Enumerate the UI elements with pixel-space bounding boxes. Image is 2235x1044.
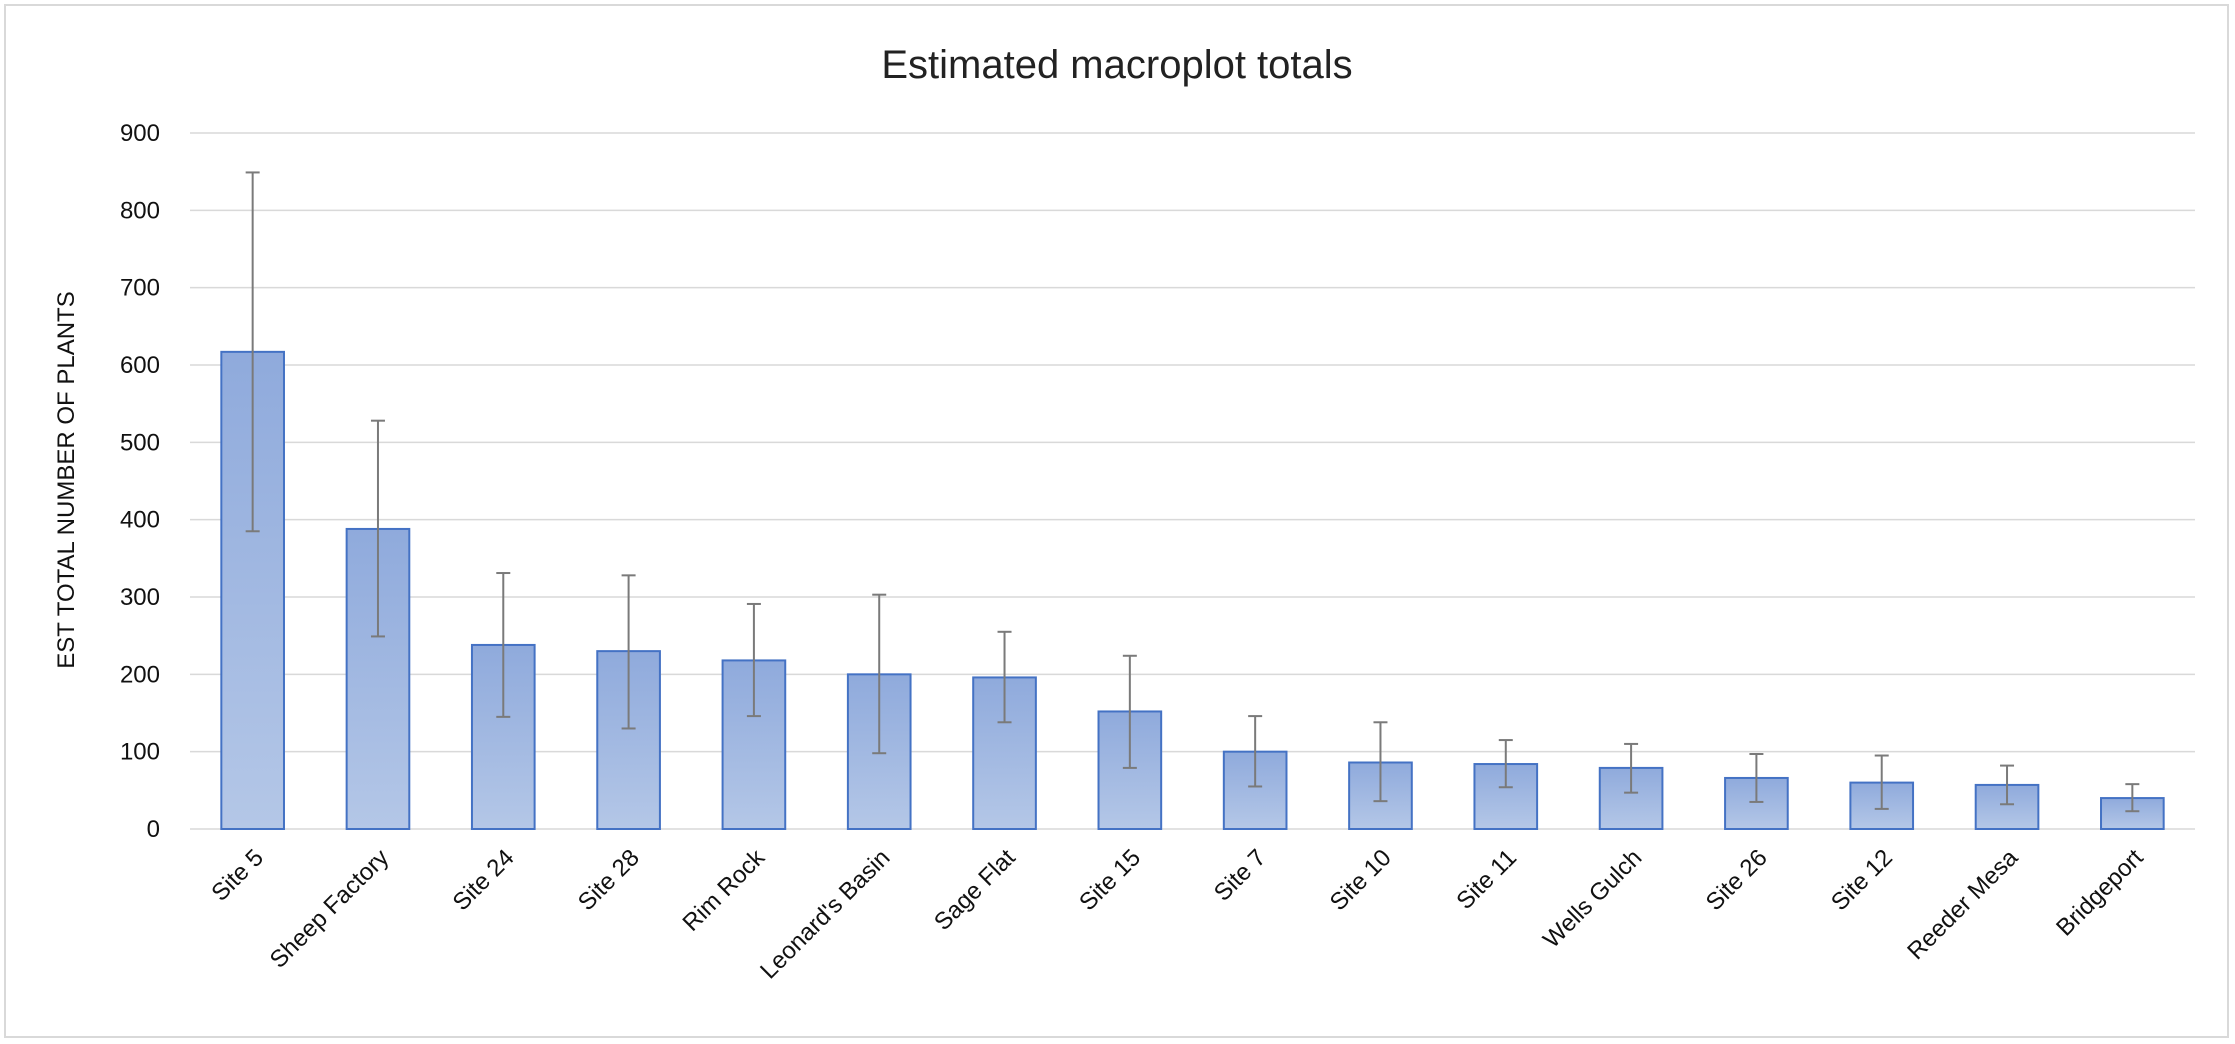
error-bar — [1624, 742, 1639, 794]
chart-frame — [4, 4, 2229, 1038]
error-bar — [1874, 754, 1889, 810]
y-tick-label: 200 — [120, 661, 160, 688]
error-bar — [1373, 721, 1388, 803]
x-tick-label: Leonard's Basin — [755, 844, 895, 984]
error-bar — [2125, 783, 2140, 813]
x-tick-label: Wells Gulch — [1538, 844, 1647, 953]
y-tick-label: 800 — [120, 197, 160, 224]
bars — [220, 350, 2165, 831]
error-bars — [245, 171, 2140, 813]
x-tick-label: Reeder Mesa — [1902, 844, 2023, 965]
y-tick-label: 0 — [147, 816, 160, 843]
x-tick-label: Site 24 — [448, 844, 520, 916]
bar — [345, 527, 411, 830]
error-bar — [1749, 752, 1764, 803]
y-tick-label: 600 — [120, 352, 160, 379]
error-bar — [1122, 654, 1137, 769]
y-axis-title: EST TOTAL NUMBER OF PLANTS — [53, 291, 80, 668]
x-tick-label: Site 7 — [1209, 844, 1271, 906]
error-bar — [1498, 739, 1513, 789]
x-tick-label: Bridgeport — [2051, 844, 2149, 942]
y-tick-label: 300 — [120, 584, 160, 611]
x-tick-label: Sheep Factory — [265, 844, 394, 973]
error-bar — [245, 171, 260, 533]
y-tick-label: 500 — [120, 429, 160, 456]
x-tick-label: Site 11 — [1451, 844, 1522, 915]
x-tick-label: Sage Flat — [929, 844, 1021, 936]
y-tick-label: 400 — [120, 507, 160, 534]
y-tick-label: 900 — [120, 120, 160, 147]
x-tick-label: Site 5 — [206, 844, 268, 906]
error-bar — [997, 630, 1012, 724]
error-bar — [1248, 715, 1263, 788]
x-tick-label: Site 26 — [1701, 844, 1773, 916]
y-tick-label: 700 — [120, 275, 160, 302]
x-tick-label: Site 12 — [1826, 844, 1898, 916]
error-bar — [746, 602, 761, 718]
y-tick-label: 100 — [120, 739, 160, 766]
error-bar — [2000, 764, 2015, 806]
bar — [972, 676, 1037, 831]
x-tick-label: Rim Rock — [678, 843, 771, 936]
x-tick-label: Site 15 — [1074, 844, 1146, 916]
error-bar — [370, 419, 385, 638]
x-tick-label: Site 28 — [573, 844, 645, 916]
error-bar — [496, 572, 511, 718]
y-tick-labels: 0 100 200 300 400 500 600 700 800 900 — [120, 120, 160, 843]
x-tick-label: Site 10 — [1325, 844, 1397, 916]
error-bar — [621, 574, 636, 730]
chart-title: Estimated macroplot totals — [881, 43, 1352, 87]
error-bar — [872, 593, 887, 755]
bar — [1222, 750, 1288, 831]
